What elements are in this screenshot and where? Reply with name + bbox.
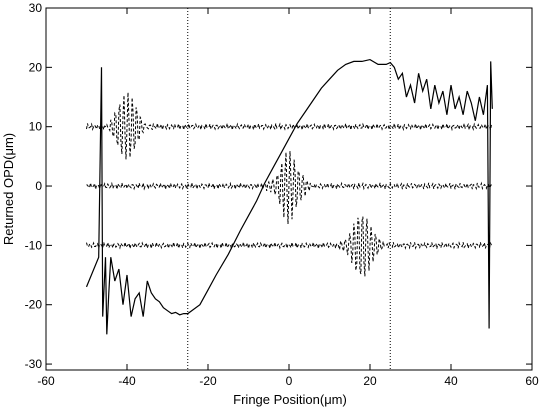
x-tick-label: -60 bbox=[37, 374, 55, 388]
y-tick-label: -30 bbox=[25, 357, 43, 371]
y-tick-label: 30 bbox=[29, 1, 43, 15]
y-axis-title: Returned OPD(μm) bbox=[1, 133, 16, 245]
series-group bbox=[85, 58, 493, 335]
y-tick-label: -20 bbox=[25, 298, 43, 312]
opd-curve bbox=[85, 58, 493, 335]
reference-lines bbox=[187, 8, 391, 370]
y-tick-label: 10 bbox=[29, 120, 43, 134]
x-tick-label: -40 bbox=[118, 374, 136, 388]
y-tick-label: -10 bbox=[25, 238, 43, 252]
x-tick-label: 20 bbox=[363, 374, 377, 388]
x-tick-label: 60 bbox=[525, 374, 539, 388]
fringe-packet-2 bbox=[86, 151, 492, 225]
x-tick-label: 0 bbox=[286, 374, 293, 388]
x-axis: -60 -40 -20 0 20 40 60 bbox=[37, 8, 539, 388]
y-axis: -30 -20 -10 0 10 20 30 bbox=[25, 1, 532, 371]
x-axis-title: Fringe Position(μm) bbox=[233, 392, 347, 407]
y-tick-label: 20 bbox=[29, 60, 43, 74]
fringe-packet-1 bbox=[86, 92, 492, 160]
x-tick-label: -20 bbox=[199, 374, 217, 388]
x-tick-label: 40 bbox=[444, 374, 458, 388]
fringe-packet-3 bbox=[86, 216, 492, 277]
y-tick-label: 0 bbox=[35, 179, 42, 193]
